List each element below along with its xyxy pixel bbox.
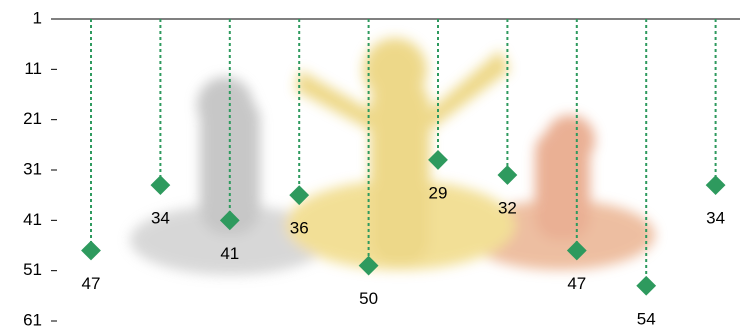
- marker: [219, 210, 240, 231]
- data-label: 47: [82, 274, 101, 293]
- marker: [428, 150, 448, 170]
- marker: [150, 175, 171, 195]
- y-tick-label: 31: [23, 159, 42, 178]
- y-tick-label: 1: [33, 8, 42, 27]
- data-label: 34: [706, 209, 725, 228]
- y-tick-label: 11: [24, 59, 42, 78]
- marker: [705, 175, 726, 195]
- marker: [636, 275, 657, 296]
- data-label: 34: [151, 209, 170, 228]
- data-label: 29: [429, 183, 448, 202]
- data-label: 54: [637, 309, 656, 328]
- data-label: 50: [359, 289, 378, 308]
- marker: [358, 255, 379, 276]
- marker: [81, 240, 101, 261]
- y-tick-label: 41: [23, 210, 42, 229]
- data-label: 41: [220, 244, 239, 263]
- y-tick-label: 21: [23, 109, 42, 128]
- data-label: 47: [567, 274, 586, 293]
- marker: [497, 165, 518, 185]
- data-label: 32: [498, 199, 517, 218]
- data-label: 36: [290, 219, 309, 238]
- marker: [289, 185, 310, 206]
- y-tick-label: 51: [23, 260, 42, 279]
- y-tick-label: 61: [23, 310, 42, 329]
- background-image: [130, 38, 655, 275]
